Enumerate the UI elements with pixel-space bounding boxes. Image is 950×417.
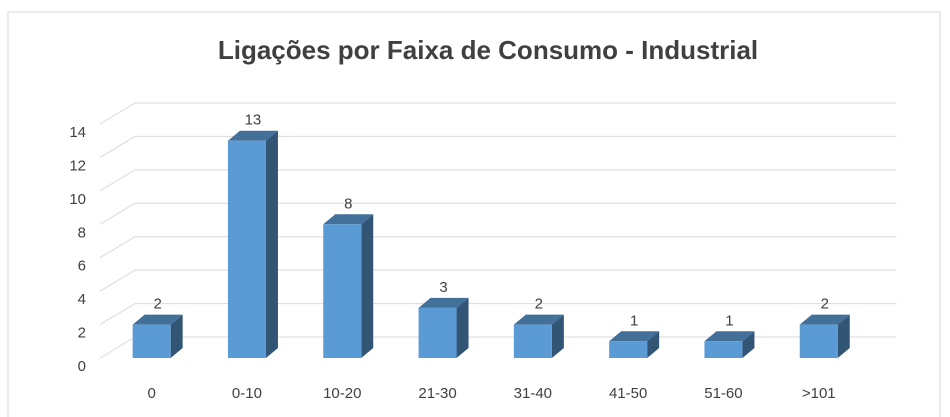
- bar-front: [418, 307, 457, 358]
- x-tick-label: 0: [147, 385, 155, 402]
- bar: [609, 331, 660, 358]
- x-tick-label: 10-20: [323, 385, 361, 402]
- bar-side: [170, 314, 183, 358]
- bar: [799, 314, 850, 358]
- data-label: 2: [535, 296, 543, 313]
- data-label: 8: [344, 195, 352, 212]
- bar-side: [647, 331, 660, 358]
- bar: [227, 130, 278, 358]
- bar-top: [227, 130, 278, 141]
- bar: [132, 314, 183, 358]
- bar-side: [837, 314, 850, 358]
- x-tick-label: 51-60: [704, 385, 742, 402]
- grid-line: [99, 303, 897, 326]
- data-label: 3: [439, 279, 447, 296]
- grid-line: [99, 236, 897, 259]
- y-tick-label: 0: [78, 358, 86, 375]
- bar-side: [456, 297, 469, 358]
- x-tick-label: >101: [802, 385, 836, 402]
- bar-top: [323, 214, 374, 225]
- bar-side: [742, 331, 755, 358]
- data-label: 13: [245, 112, 262, 129]
- y-tick-label: 14: [69, 124, 86, 141]
- bar-front: [609, 341, 648, 358]
- data-label: 1: [630, 312, 638, 329]
- bar-top: [513, 314, 564, 325]
- grid-line: [99, 135, 897, 158]
- bar-top: [799, 314, 850, 325]
- bar-front: [323, 224, 362, 358]
- bar-top: [132, 314, 183, 325]
- bar-front: [799, 324, 838, 358]
- chart-title: Ligações por Faixa de Consumo - Industri…: [218, 35, 758, 65]
- bar-top: [704, 331, 755, 342]
- bar-side: [361, 214, 374, 358]
- bar-side: [265, 130, 278, 358]
- grid-line: [99, 169, 897, 192]
- x-tick-label: 41-50: [609, 385, 647, 402]
- bar-front: [513, 324, 552, 358]
- y-tick-label: 2: [78, 325, 86, 342]
- bar: [323, 214, 374, 358]
- y-tick-label: 4: [78, 291, 86, 308]
- x-tick-label: 0-10: [232, 385, 262, 402]
- bar-top: [609, 331, 660, 342]
- data-label: 1: [725, 312, 733, 329]
- bar-side: [551, 314, 564, 358]
- grid-line: [99, 202, 897, 225]
- x-tick-label: 21-30: [418, 385, 456, 402]
- data-label: 2: [821, 296, 829, 313]
- y-tick-label: 6: [78, 258, 86, 275]
- x-tick-label: 31-40: [514, 385, 552, 402]
- y-tick-label: 12: [69, 157, 86, 174]
- grid-line: [99, 269, 897, 292]
- bar-front: [132, 324, 171, 358]
- bar: [513, 314, 564, 358]
- bar: [704, 331, 755, 358]
- data-label: 2: [153, 296, 161, 313]
- bar-top: [418, 297, 469, 308]
- y-tick-label: 8: [78, 224, 86, 241]
- bar-front: [227, 140, 266, 358]
- bar-front: [704, 341, 743, 358]
- grid-line: [99, 102, 897, 125]
- y-tick-label: 10: [69, 191, 86, 208]
- bar: [418, 297, 469, 358]
